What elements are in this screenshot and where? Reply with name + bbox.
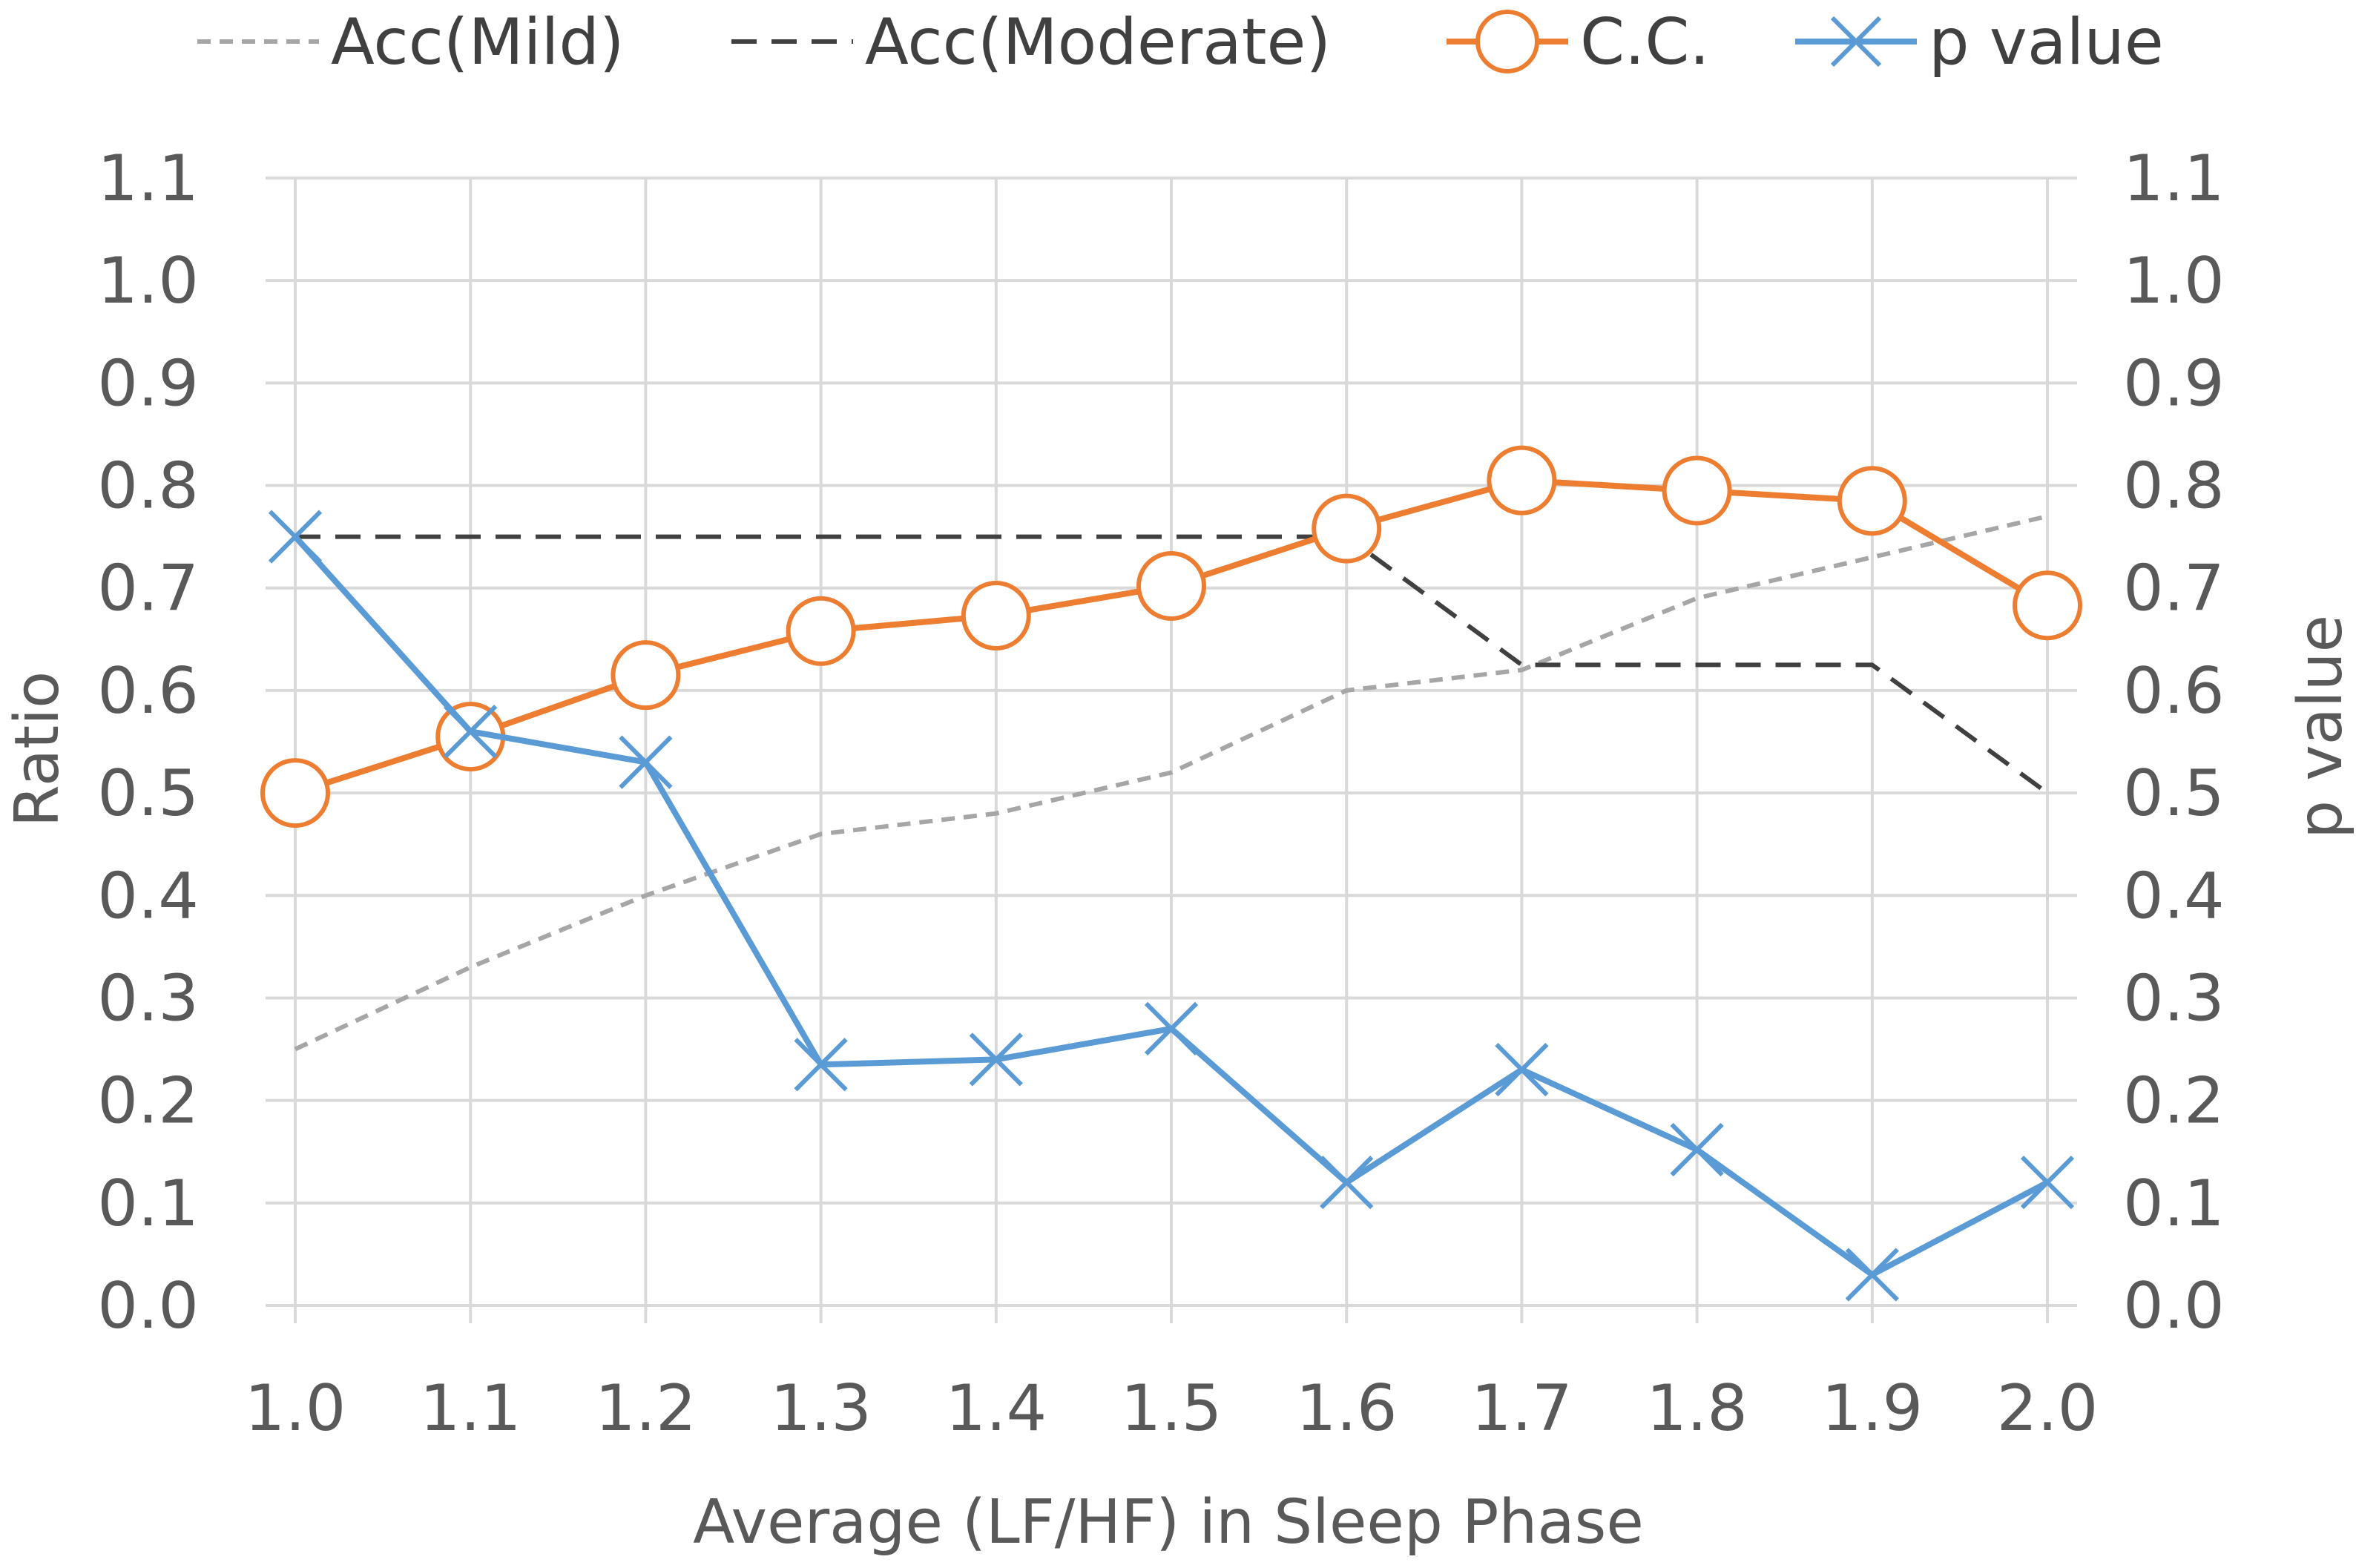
y-left-tick-label: 0.5 [97,757,199,831]
y-left-tick-label: 0.8 [97,449,199,524]
x-tick-label: 1.5 [1121,1371,1223,1446]
data-point [1487,445,1557,515]
y-left-tick-label: 1.1 [97,142,199,216]
x-tick-label: 1.0 [245,1371,346,1446]
y-right-tick-label: 1.1 [2123,142,2225,216]
y-left-tick-label: 0.6 [97,654,199,728]
series-layer [260,445,2082,1302]
legend-label: Acc(Mild) [331,5,625,79]
y-right-tick-label: 0.2 [2123,1064,2225,1139]
data-point [2013,570,2082,641]
x-tick-label: 1.1 [420,1371,521,1446]
data-point [268,510,323,564]
data-point [794,1038,848,1092]
data-point [1837,466,1907,536]
legend-marker [1830,16,1882,67]
data-point [1495,1043,1549,1097]
x-axis-title: Average (LF/HF) in Sleep Phase [693,1487,1644,1558]
series-1 [295,534,2049,795]
y-left-tick-label: 0.7 [97,552,199,626]
y-right-tick-label: 0.4 [2123,859,2225,933]
y-axis-left-ticks: 0.0 0.1 0.2 0.3 0.4 0.5 0.6 0.7 0.8 0.9 1.0 1.1 [97,142,199,1343]
data-point [260,758,330,829]
x-tick-label: 1.4 [945,1371,1047,1446]
grid [266,177,2077,1323]
x-tick-label: 1.6 [1296,1371,1398,1446]
legend-entry: C.C. [1447,5,1710,79]
legend-marker [1475,10,1539,73]
data-point [611,640,681,711]
data-point [1662,455,1732,526]
data-point [619,735,673,789]
y-right-tick-label: 0.8 [2123,449,2225,524]
legend-entry: Acc(Mild) [197,5,625,79]
series-line [294,514,2048,1052]
y-left-tick-label: 0.3 [97,961,199,1035]
data-point [1320,1156,1374,1210]
y-left-tick-label: 0.9 [97,346,199,421]
y-right-tick-label: 0.0 [2123,1269,2225,1343]
y-axis-right-ticks: 0.0 0.1 0.2 0.3 0.4 0.5 0.6 0.7 0.8 0.9 1.0 1.1 [2123,142,2225,1343]
y-left-tick-label: 0.1 [97,1167,199,1241]
legend-label: C.C. [1580,5,1710,79]
x-tick-label: 1.9 [1821,1371,1923,1446]
y-left-tick-label: 1.0 [97,244,199,318]
data-point [1136,550,1206,621]
legend: Acc(Mild) Acc(Moderate) C.C. p value [197,5,2164,79]
x-tick-label: 1.8 [1646,1371,1748,1446]
x-tick-label: 1.7 [1471,1371,1573,1446]
legend-entry: Acc(Moderate) [731,5,1331,79]
x-tick-label: 1.3 [770,1371,872,1446]
y-right-tick-label: 0.5 [2123,757,2225,831]
x-axis-ticks: 1.0 1.1 1.2 1.3 1.4 1.5 1.6 1.7 1.8 1.9 2.0 [245,1371,2099,1446]
y-right-tick-label: 0.1 [2123,1167,2225,1241]
x-tick-label: 1.2 [595,1371,697,1446]
y-left-tick-label: 0.4 [97,859,199,933]
y-right-tick-label: 0.9 [2123,346,2225,421]
legend-label: Acc(Moderate) [865,5,1331,79]
series-2 [260,445,2082,829]
data-point [961,581,1031,651]
series-0 [294,514,2048,1052]
y-right-tick-label: 0.6 [2123,654,2225,728]
y-right-tick-label: 0.7 [2123,552,2225,626]
y-left-tick-label: 0.2 [97,1064,199,1139]
y-left-tick-label: 0.0 [97,1269,199,1343]
y-axis-left-title: Ratio [2,671,73,828]
data-point [1312,493,1382,564]
legend-entry: p value [1795,5,2164,79]
data-point [786,596,856,666]
x-tick-label: 2.0 [1997,1371,2099,1446]
legend-label: p value [1929,5,2164,79]
data-point [1144,1001,1199,1056]
y-axis-right-title: p value [2286,615,2356,839]
data-point [969,1032,1023,1087]
data-point [444,705,498,759]
series-line [295,534,2049,795]
y-right-tick-label: 0.3 [2123,961,2225,1035]
series-3 [268,510,2075,1302]
y-right-tick-label: 1.0 [2123,244,2225,318]
data-point [1670,1122,1724,1177]
data-point [1845,1248,1899,1302]
data-point [2020,1156,2075,1210]
